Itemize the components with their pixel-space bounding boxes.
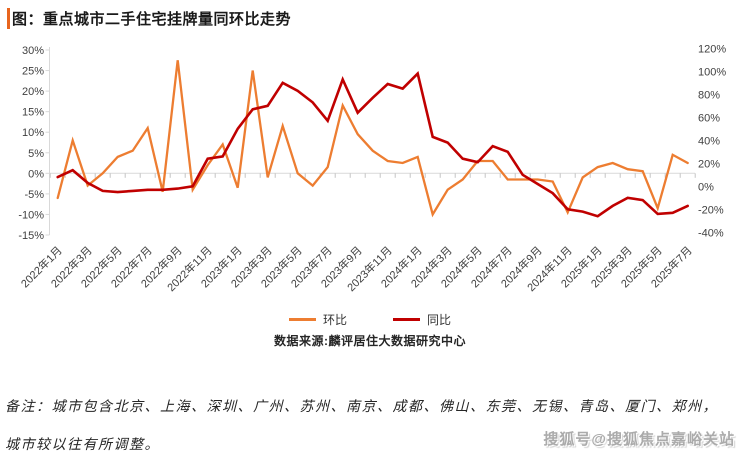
footnote: 备注：城市包含北京、上海、深圳、广州、苏州、南京、成都、佛山、东莞、无锡、青岛、… [5, 388, 740, 464]
left-axis-label: 20% [22, 86, 44, 98]
left-axis-label: 10% [22, 127, 44, 139]
data-source: 数据来源:麟评居住大数据研究中心 [274, 334, 466, 348]
legend-item-yoy: 同比 [393, 311, 451, 328]
right-axis-label: 120% [698, 43, 726, 55]
left-axis-label: -10% [18, 209, 44, 221]
page: { "page": { "title": "图：重点城市二手住宅挂牌量同环比走势… [0, 8, 740, 453]
right-axis-label: 80% [698, 89, 720, 101]
left-axis-label: 0% [28, 168, 44, 180]
chart-legend: 环比 同比 [0, 311, 740, 328]
right-axis-label: 100% [698, 66, 726, 78]
right-axis-label: -20% [698, 204, 724, 216]
legend-label-mom: 环比 [322, 313, 347, 327]
left-axis-label: 25% [22, 66, 44, 78]
mom-line-swatch-icon [288, 318, 316, 321]
legend-label-yoy: 同比 [427, 313, 452, 327]
left-axis-label: -15% [18, 230, 44, 242]
right-axis-label: 20% [698, 158, 720, 170]
watermark: 搜狐号@搜狐焦点嘉峪关站 [543, 431, 735, 448]
right-axis-label: 60% [698, 112, 720, 124]
yoy-series-line [56, 71, 690, 218]
left-axis-label: 5% [28, 148, 44, 160]
chart-title: 图：重点城市二手住宅挂牌量同环比走势 [7, 8, 291, 29]
yoy-line-swatch-icon [393, 318, 420, 321]
legend-item-mom: 环比 [288, 311, 347, 328]
right-axis-label: -40% [698, 227, 724, 239]
left-axis-label: 30% [22, 45, 44, 57]
right-axis-label: 0% [698, 181, 714, 193]
footnote-line-2: 城市较以往有所调整。 [5, 437, 160, 453]
footnote-line-1: 备注：城市包含北京、上海、深圳、广州、苏州、南京、成都、佛山、东莞、无锡、青岛、… [5, 399, 718, 415]
mom-series-line [56, 60, 689, 218]
left-axis-label: -5% [24, 189, 44, 201]
line-chart: 30% 25% 20% 15% 10% 5% 0% -5% -10% -15% 120% 100% 80… [18, 43, 727, 294]
right-axis-label: 40% [698, 135, 720, 147]
left-axis-label: 15% [22, 107, 44, 119]
